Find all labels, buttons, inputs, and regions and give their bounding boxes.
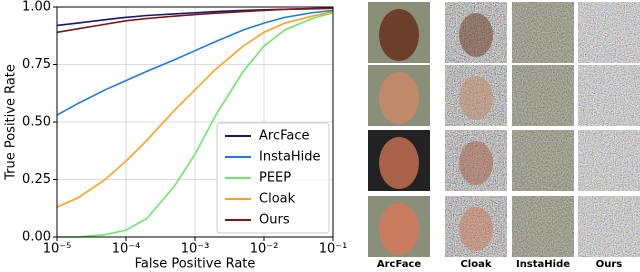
legend-label: ArcFace: [259, 129, 310, 144]
column-label: Cloak: [460, 259, 491, 270]
x-tick-label: 10⁻⁴: [112, 242, 141, 257]
y-tick-label: 0.25: [22, 172, 51, 187]
noised-image: [512, 65, 574, 126]
x-tick-label: 10⁻¹: [319, 242, 348, 257]
face-overlay: [459, 76, 493, 120]
x-axis-label: False Positive Rate: [135, 257, 256, 272]
face-image: [379, 9, 419, 61]
noised-image: [578, 130, 640, 191]
x-tick-label: 10⁻³: [181, 242, 210, 257]
legend-label: Cloak: [259, 192, 296, 207]
y-tick-label: 0.75: [22, 57, 51, 72]
noised-image: [578, 196, 640, 257]
y-tick-label: 1.00: [22, 0, 51, 15]
column-label: Ours: [596, 259, 623, 270]
column-label: InstaHide: [516, 259, 570, 270]
face-image: [379, 203, 419, 255]
face-overlay: [459, 207, 493, 251]
y-axis-label: True Positive Rate: [4, 64, 19, 181]
roc-line: [56, 9, 334, 116]
face-image: [379, 72, 419, 124]
face-image: [379, 137, 419, 189]
plot-frame: [56, 6, 334, 238]
legend-label: PEEP: [259, 171, 291, 186]
column-label: ArcFace: [377, 259, 422, 270]
x-tick-label: 10⁻²: [250, 242, 279, 257]
y-tick-label: 0.50: [22, 115, 51, 130]
roc-line: [56, 10, 334, 208]
y-tick-label: 0.00: [22, 230, 51, 245]
noised-image: [578, 65, 640, 126]
roc-line: [56, 7, 334, 34]
face-overlay: [459, 141, 493, 185]
x-tick-label: 10⁻⁵: [43, 242, 72, 257]
image-grid: [368, 2, 640, 257]
roc-line: [57, 11, 334, 238]
legend-label: InstaHide: [259, 150, 321, 165]
noised-image: [578, 2, 640, 63]
face-overlay: [459, 13, 493, 57]
noised-image: [512, 2, 574, 63]
legend-box: [216, 122, 330, 234]
noised-image: [512, 130, 574, 191]
legend-label: Ours: [259, 213, 290, 228]
noised-image: [512, 196, 574, 257]
